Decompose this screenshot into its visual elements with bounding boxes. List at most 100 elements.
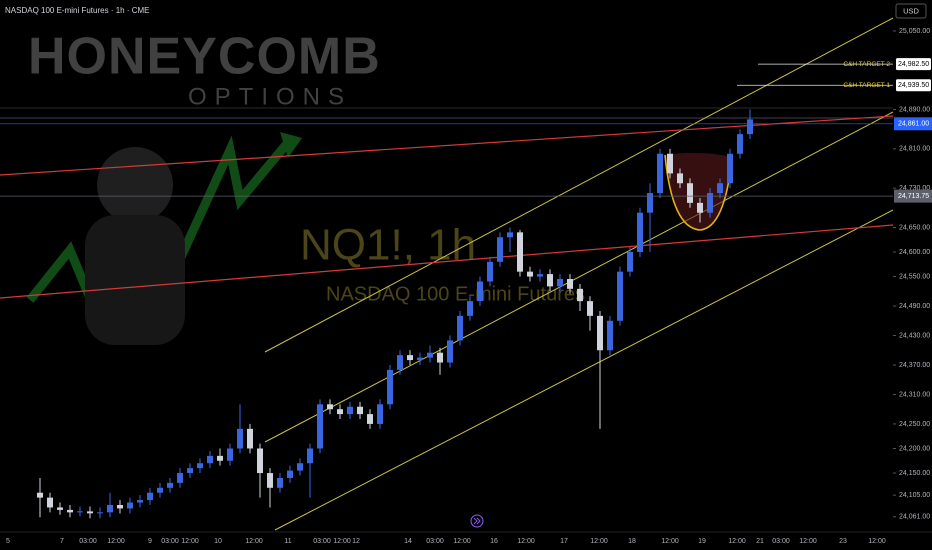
candle-body: [457, 315, 463, 341]
price-tag-label: 24,982.50: [898, 61, 929, 68]
candle-body: [417, 357, 423, 361]
x-tick-label: 11: [284, 538, 291, 545]
candle-body: [717, 183, 723, 194]
x-tick-label: 16: [490, 538, 498, 545]
candle-body: [107, 504, 113, 513]
x-tick-label: 12:00: [245, 538, 263, 545]
candle-body: [657, 153, 663, 194]
scroll-circle[interactable]: [470, 514, 484, 528]
candle-body: [227, 448, 233, 461]
x-tick-label: 12:00: [107, 538, 125, 545]
logo-title: HONEYCOMB: [28, 28, 381, 86]
cup-outline: [664, 154, 733, 231]
candle-body: [157, 487, 163, 493]
x-tick-label: 12:00: [333, 538, 351, 545]
currency: USD: [903, 6, 919, 15]
candle-body: [537, 274, 543, 277]
candle-body: [577, 288, 583, 302]
candle-body: [257, 448, 263, 474]
x-tick-label: 12:00: [661, 538, 679, 545]
candle-body: [727, 153, 733, 184]
logo-subtitle: OPTIONS: [188, 83, 352, 110]
x-tick-label: 12:00: [181, 538, 199, 545]
scroll-button[interactable]: [470, 514, 484, 528]
y-tick-label: 24,650.00: [899, 224, 930, 231]
y-tick-label: 24,250.00: [899, 421, 930, 428]
candle-body: [467, 301, 473, 316]
candle-body: [497, 237, 503, 262]
candle-body: [47, 497, 53, 508]
x-tick-label: 03:00: [426, 538, 444, 545]
x-tick-label: 03:00: [161, 538, 179, 545]
watermark-symbol: NQ1!, 1h: [300, 221, 476, 270]
candle-body: [307, 448, 313, 464]
candle-body: [267, 473, 273, 488]
price-axis: [893, 0, 932, 550]
y-tick-label: 24,550.00: [899, 273, 930, 280]
candle-body: [37, 492, 43, 498]
price-tag-box: [894, 117, 932, 131]
x-tick-label: 23: [839, 538, 847, 545]
x-tick-label: 12:00: [517, 538, 535, 545]
candle-body: [167, 482, 173, 488]
price-tag-label: 24,939.50: [898, 82, 929, 89]
candle-body: [87, 511, 93, 514]
candle-body: [677, 173, 683, 184]
candle-body: [57, 507, 63, 510]
drawings: [0, 17, 894, 531]
resistance-line: [0, 115, 894, 176]
candle-body: [317, 404, 323, 449]
candle-body: [77, 511, 83, 513]
y-tick-label: 24,061.00: [899, 514, 930, 521]
candle-body: [327, 404, 333, 410]
candle-body: [407, 355, 413, 361]
y-tick-label: 24,600.00: [899, 249, 930, 256]
candle-body: [287, 470, 293, 478]
candle-body: [357, 406, 363, 415]
y-tick-label: 24,310.00: [899, 391, 930, 398]
candle-body: [517, 232, 523, 272]
candle-body: [367, 414, 373, 424]
candle-body: [527, 271, 533, 277]
candle-body: [697, 202, 703, 213]
candle-body: [597, 315, 603, 351]
candle-body: [637, 212, 643, 252]
channel-upper: [264, 17, 894, 353]
y-tick-label: 24,810.00: [899, 146, 930, 153]
logo: HONEYCOMB OPTIONS: [26, 28, 381, 345]
price-tag-box: [894, 189, 932, 203]
y-tick-label: 24,890.00: [899, 106, 930, 113]
x-tick-label: 03:00: [79, 538, 97, 545]
candle-body: [567, 279, 573, 289]
y-tick-label: 24,730.00: [899, 185, 930, 192]
candle-body: [747, 119, 753, 135]
y-tick-label: 25,050.00: [899, 28, 930, 35]
scroll-icon[interactable]: [473, 517, 481, 525]
x-tick-label: 03:00: [313, 538, 331, 545]
candle-body: [627, 252, 633, 272]
candle-body: [207, 455, 213, 464]
price-tag-box: [896, 79, 931, 92]
candle-body: [487, 261, 493, 282]
price-tag-name: C&H TARGET 1: [843, 82, 890, 89]
x-tick-label: 10: [214, 538, 222, 545]
candle-body: [97, 512, 103, 514]
candle-body: [687, 183, 693, 203]
x-tick-label: 9: [148, 538, 152, 545]
x-tick-label: 12:00: [728, 538, 746, 545]
y-tick-label: 24,370.00: [899, 362, 930, 369]
candle-body: [737, 134, 743, 154]
candle-body: [427, 352, 433, 358]
candle-body: [67, 509, 73, 513]
x-tick-label: 12:00: [799, 538, 817, 545]
candle-body: [197, 463, 203, 469]
x-tick-label: 12:00: [453, 538, 471, 545]
cup-fill: [665, 152, 732, 230]
watermark-name: NASDAQ 100 E-mini Futures: [326, 283, 585, 305]
support-line: [0, 224, 894, 299]
x-tick-label: 12:00: [868, 538, 886, 545]
candle-body: [547, 274, 553, 287]
x-tick-label: 17: [560, 538, 568, 545]
